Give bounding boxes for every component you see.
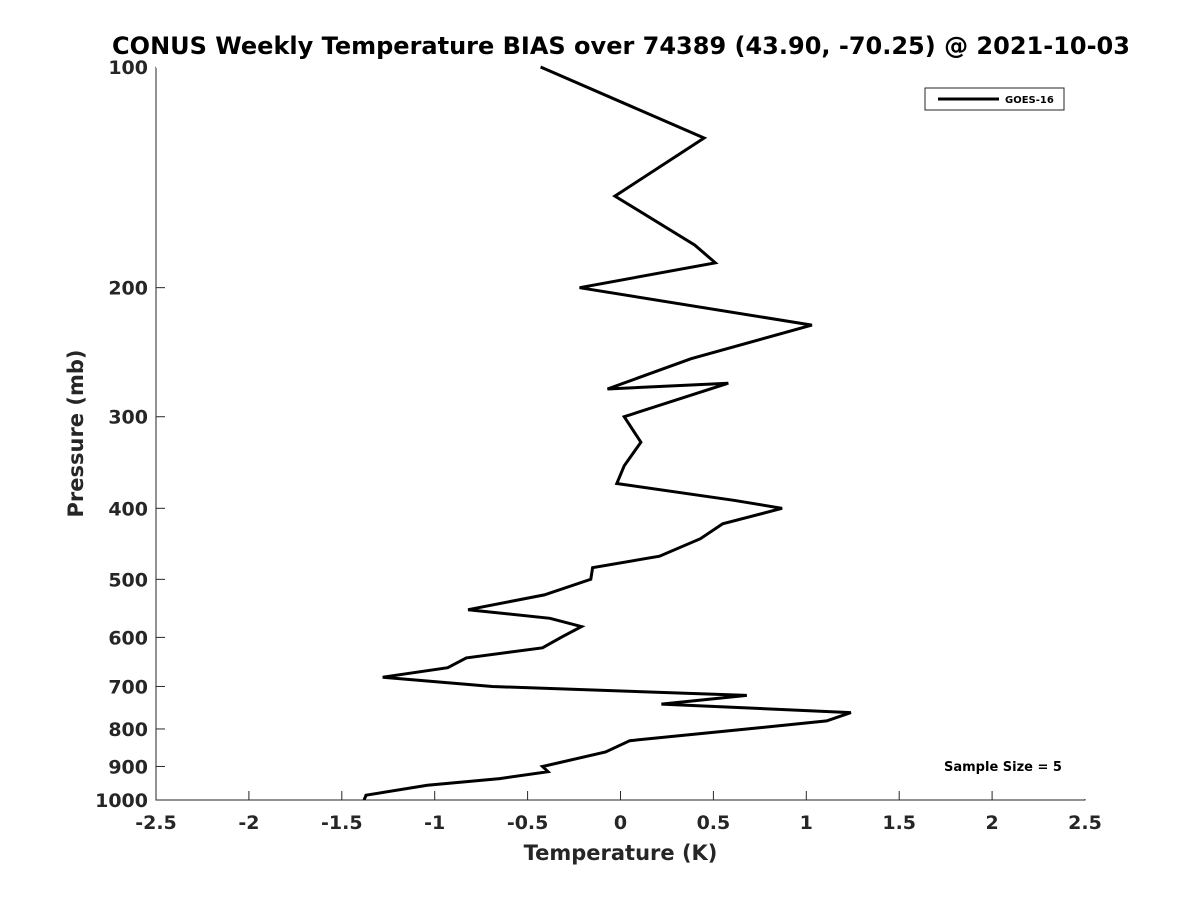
x-tick-label: 0 [614, 812, 627, 834]
x-tick-label: 1.5 [882, 812, 916, 834]
y-tick-label: 300 [108, 407, 148, 429]
legend-label-goes-16: GOES-16 [1005, 95, 1054, 106]
y-tick-label: 700 [108, 676, 148, 698]
x-axis-label: Temperature (K) [524, 841, 718, 865]
y-tick-label: 100 [108, 57, 148, 79]
series-line-goes-16 [362, 65, 852, 801]
chart-title: CONUS Weekly Temperature BIAS over 74389… [112, 32, 1130, 60]
y-tick-label: 600 [108, 627, 148, 649]
y-tick-label: 900 [108, 756, 148, 778]
x-tick-label: -2.5 [135, 812, 177, 834]
x-tick-label: -1.5 [321, 812, 363, 834]
x-axis-ticks: -2.5 -2 -1.5 -1 -0.5 0 0.5 1 1.5 2 2.5 [135, 791, 1102, 834]
y-tick-label: 1000 [95, 790, 148, 812]
y-axis-label: Pressure (mb) [64, 350, 88, 518]
x-tick-label: 2 [985, 812, 998, 834]
series-layer [362, 65, 852, 801]
x-tick-label: -1 [424, 812, 445, 834]
x-tick-label: 1 [800, 812, 813, 834]
y-tick-label: 400 [108, 498, 148, 520]
chart-legend: GOES-16 [924, 87, 1065, 111]
x-tick-label: -2 [238, 812, 259, 834]
x-tick-label: 0.5 [697, 812, 731, 834]
y-axis-ticks: 100 200 300 400 500 600 700 800 900 1000 [95, 57, 165, 812]
y-tick-label: 800 [108, 719, 148, 741]
x-tick-label: -0.5 [507, 812, 549, 834]
y-tick-label: 500 [108, 569, 148, 591]
x-tick-label: 2.5 [1068, 812, 1102, 834]
y-tick-label: 200 [108, 278, 148, 300]
sample-size-annotation: Sample Size = 5 [944, 760, 1062, 775]
